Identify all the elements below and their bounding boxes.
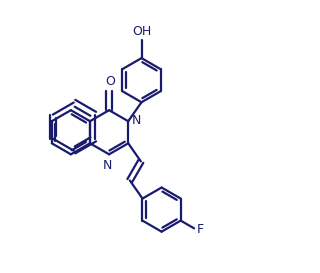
Text: N: N	[132, 114, 141, 127]
Text: N: N	[103, 159, 112, 173]
Text: O: O	[105, 75, 115, 88]
Text: OH: OH	[132, 25, 152, 38]
Text: F: F	[196, 223, 204, 236]
